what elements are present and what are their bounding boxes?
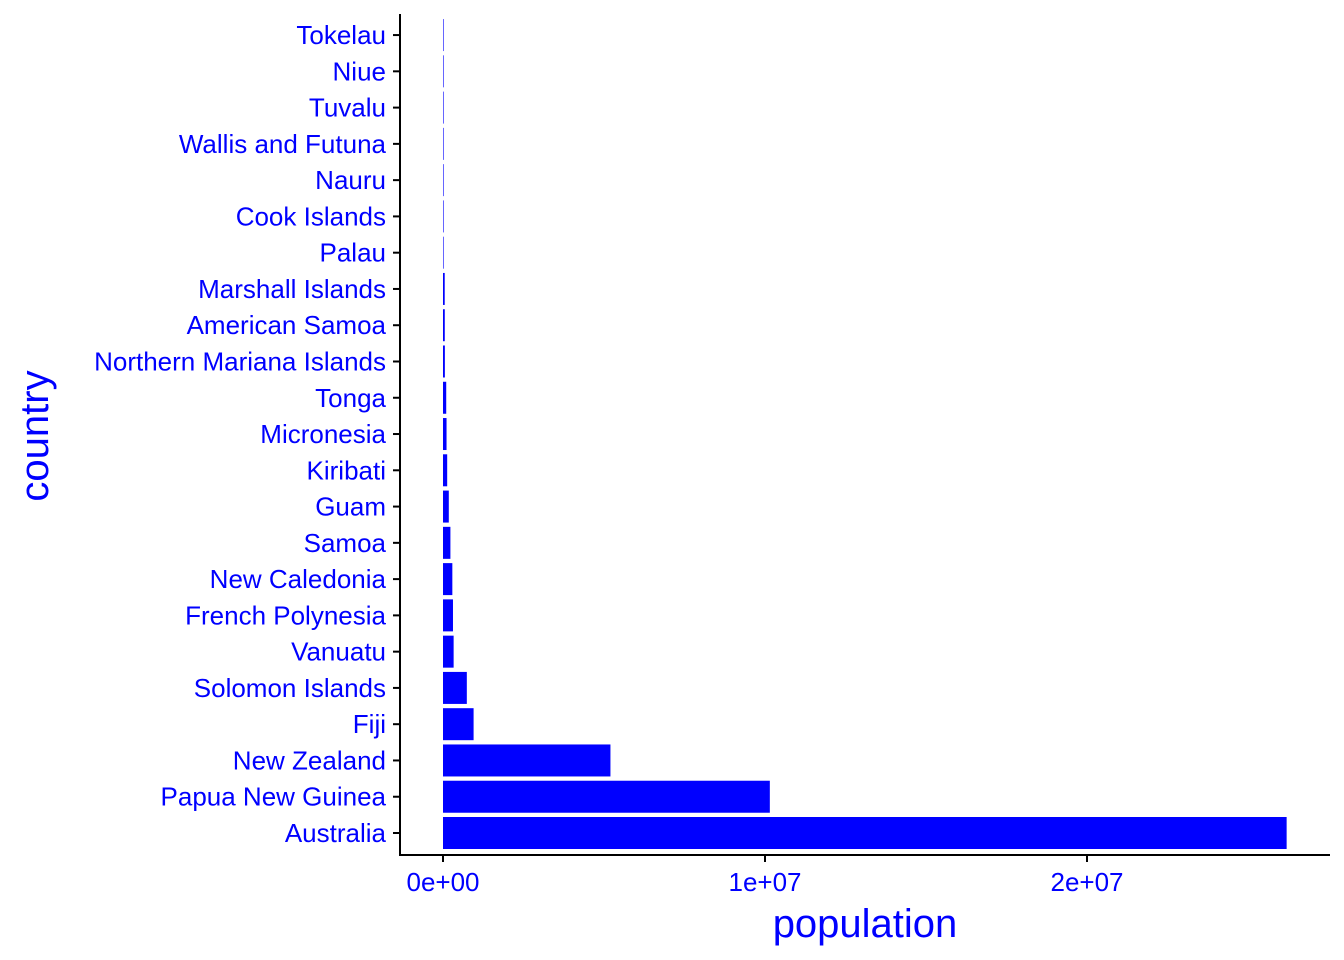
y-tick-label-tuvalu: Tuvalu: [309, 93, 386, 123]
y-tick-label-marshall-islands: Marshall Islands: [198, 274, 386, 304]
bar-tonga: [443, 381, 447, 414]
x-axis-title: population: [773, 902, 958, 946]
bar-papua-new-guinea: [443, 780, 770, 813]
y-tick-label-cook-islands: Cook Islands: [236, 201, 386, 231]
bar-tuvalu: [443, 91, 444, 124]
y-tick-label-tokelau: Tokelau: [296, 20, 386, 50]
y-tick-label-american-samoa: American Samoa: [187, 310, 387, 340]
y-tick-label-vanuatu: Vanuatu: [291, 637, 386, 667]
y-tick-label-wallis-and-futuna: Wallis and Futuna: [179, 129, 387, 159]
y-tick-label-samoa: Samoa: [304, 528, 387, 558]
bar-wallis-and-futuna: [443, 127, 444, 160]
y-tick-label-new-caledonia: New Caledonia: [210, 564, 387, 594]
bar-fiji: [443, 708, 474, 741]
bar-australia: [443, 817, 1287, 849]
y-tick-label-fiji: Fiji: [353, 709, 386, 739]
bar-palau: [443, 236, 444, 269]
bar-samoa: [443, 526, 451, 559]
y-axis-title: country: [13, 370, 57, 501]
bar-cook-islands: [443, 200, 444, 233]
x-tick-label: 1e+07: [728, 867, 801, 897]
y-tick-label-australia: Australia: [285, 818, 387, 848]
x-tick-label: 2e+07: [1050, 867, 1123, 897]
bar-solomon-islands: [443, 671, 467, 704]
bar-new-zealand: [443, 744, 611, 777]
bar-vanuatu: [443, 635, 454, 668]
y-tick-label-kiribati: Kiribati: [307, 455, 386, 485]
y-tick-label-niue: Niue: [333, 56, 386, 86]
y-tick-label-northern-mariana-islands: Northern Mariana Islands: [94, 346, 386, 376]
bars-group: [443, 19, 1287, 849]
y-tick-label-french-polynesia: French Polynesia: [185, 600, 386, 630]
bar-northern-mariana-islands: [443, 345, 445, 378]
y-tick-label-papua-new-guinea: Papua New Guinea: [161, 782, 387, 812]
y-tick-labels: Australia Papua New Guinea New Zealand Fiji…: [94, 20, 386, 848]
x-tick-labels: 0e+00 1e+07 2e+07: [406, 867, 1123, 897]
bar-tokelau: [443, 19, 444, 52]
x-ticks: [442, 855, 1088, 862]
y-tick-label-micronesia: Micronesia: [260, 419, 386, 449]
bar-french-polynesia: [443, 599, 453, 632]
y-tick-label-solomon-islands: Solomon Islands: [194, 673, 386, 703]
bar-kiribati: [443, 454, 448, 487]
bar-new-caledonia: [443, 563, 453, 596]
bar-guam: [443, 490, 449, 523]
y-tick-label-guam: Guam: [315, 492, 386, 522]
bar-niue: [443, 55, 444, 88]
y-ticks: [393, 34, 400, 834]
bar-nauru: [443, 164, 444, 197]
y-tick-label-palau: Palau: [320, 238, 387, 268]
bar-marshall-islands: [443, 272, 445, 305]
y-tick-label-new-zealand: New Zealand: [233, 745, 386, 775]
y-tick-label-nauru: Nauru: [315, 165, 386, 195]
bar-american-samoa: [443, 309, 445, 342]
x-tick-label: 0e+00: [406, 867, 479, 897]
bar-micronesia: [443, 418, 447, 451]
y-tick-label-tonga: Tonga: [315, 383, 386, 413]
